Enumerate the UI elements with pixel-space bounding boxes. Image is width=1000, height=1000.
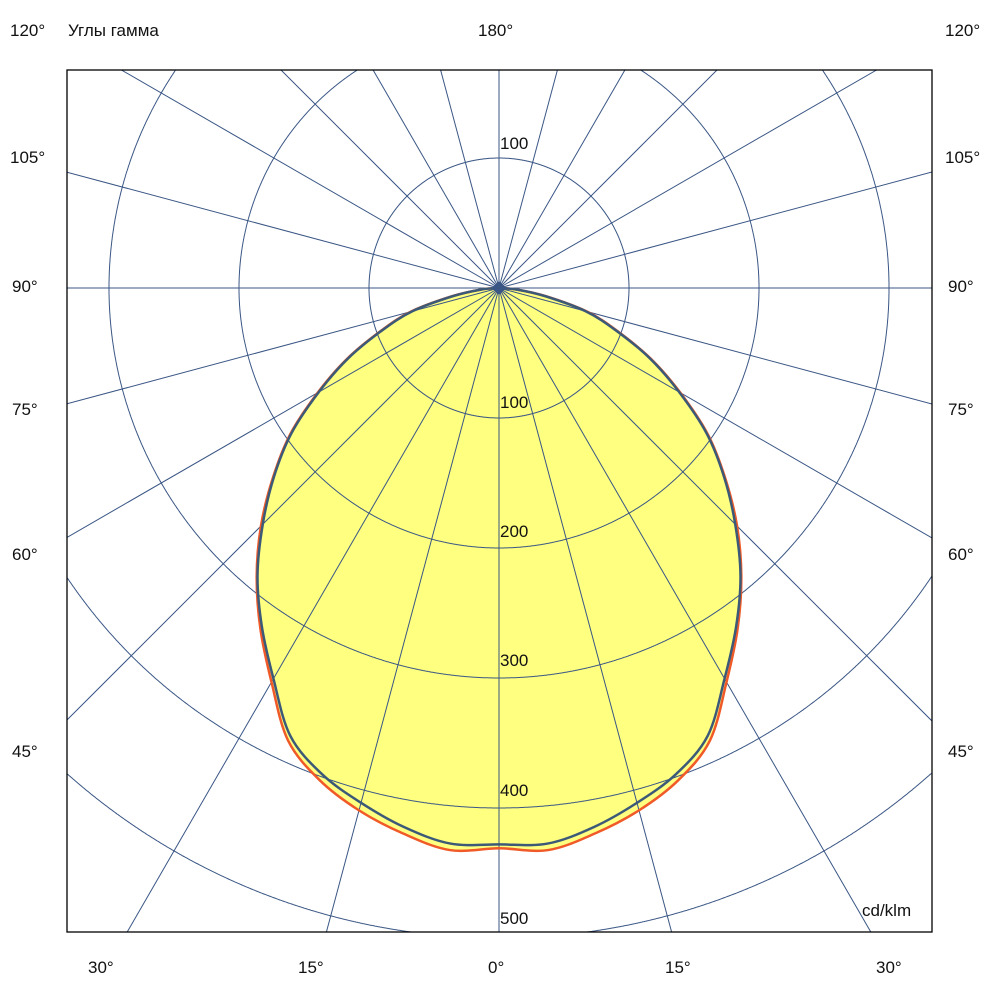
angular-grid-line xyxy=(121,70,500,289)
angular-grid-line xyxy=(440,70,500,289)
angular-grid-line xyxy=(280,70,500,289)
angular-grid-line xyxy=(498,171,932,289)
left-angle-label: 90° xyxy=(12,277,38,296)
radial-grid-circle xyxy=(67,576,932,809)
plot-frame xyxy=(66,69,933,933)
right-angle-label: 120° xyxy=(945,21,981,40)
right-angle-label: 60° xyxy=(948,545,974,564)
angular-grid-line xyxy=(67,287,500,538)
right-angle-label: 105° xyxy=(945,148,981,167)
bottom-angle-label: 30° xyxy=(876,958,902,977)
left-angle-label: 120° xyxy=(10,21,46,40)
angular-grid-line xyxy=(126,287,500,932)
angular-grid-line xyxy=(372,70,500,289)
angular-grid-line xyxy=(325,287,500,932)
angular-grid-line xyxy=(498,70,558,289)
angular-grid-line xyxy=(498,70,877,289)
angular-grid-line xyxy=(67,287,500,405)
left-angle-label: 60° xyxy=(12,545,38,564)
angular-grid-line xyxy=(498,287,932,405)
angular-grid-line xyxy=(498,287,932,722)
radial-grid-circle xyxy=(67,772,932,932)
radial-tick-label: 300 xyxy=(500,651,529,670)
center-marker xyxy=(492,281,506,295)
bottom-angle-label: 30° xyxy=(88,958,114,977)
left-angle-label: 75° xyxy=(12,400,38,419)
radial-tick-label: 200 xyxy=(500,522,529,541)
radial-grid-circle xyxy=(108,70,890,679)
angular-grid-line xyxy=(498,287,872,932)
bottom-angle-label: 0° xyxy=(488,958,505,977)
top-angle-label: 180° xyxy=(478,21,514,40)
radial-tick-label: 100 xyxy=(500,393,529,412)
left-angle-label: 45° xyxy=(12,742,38,761)
angular-grid-line xyxy=(498,287,932,539)
bottom-angle-label: 15° xyxy=(665,958,691,977)
angular-grid-line xyxy=(498,70,718,289)
intensity-curve-1 xyxy=(256,286,742,847)
chart-title: Углы гамма xyxy=(68,21,159,40)
unit-label: cd/klm xyxy=(862,901,912,920)
angular-grid-line xyxy=(498,70,626,289)
radial-tick-label: 400 xyxy=(500,781,529,800)
bottom-angle-label: 15° xyxy=(298,958,324,977)
angular-grid-line xyxy=(67,287,500,721)
radial-tick-label: 500 xyxy=(500,909,529,928)
right-angle-label: 90° xyxy=(948,277,974,296)
radial-grid-circle xyxy=(238,70,760,549)
angular-grid-line xyxy=(67,171,500,289)
radial-tick-label: 100 xyxy=(500,134,529,153)
right-angle-label: 75° xyxy=(948,400,974,419)
left-angle-label: 105° xyxy=(10,148,46,167)
angular-grid-line xyxy=(498,287,673,932)
right-angle-label: 45° xyxy=(948,742,974,761)
